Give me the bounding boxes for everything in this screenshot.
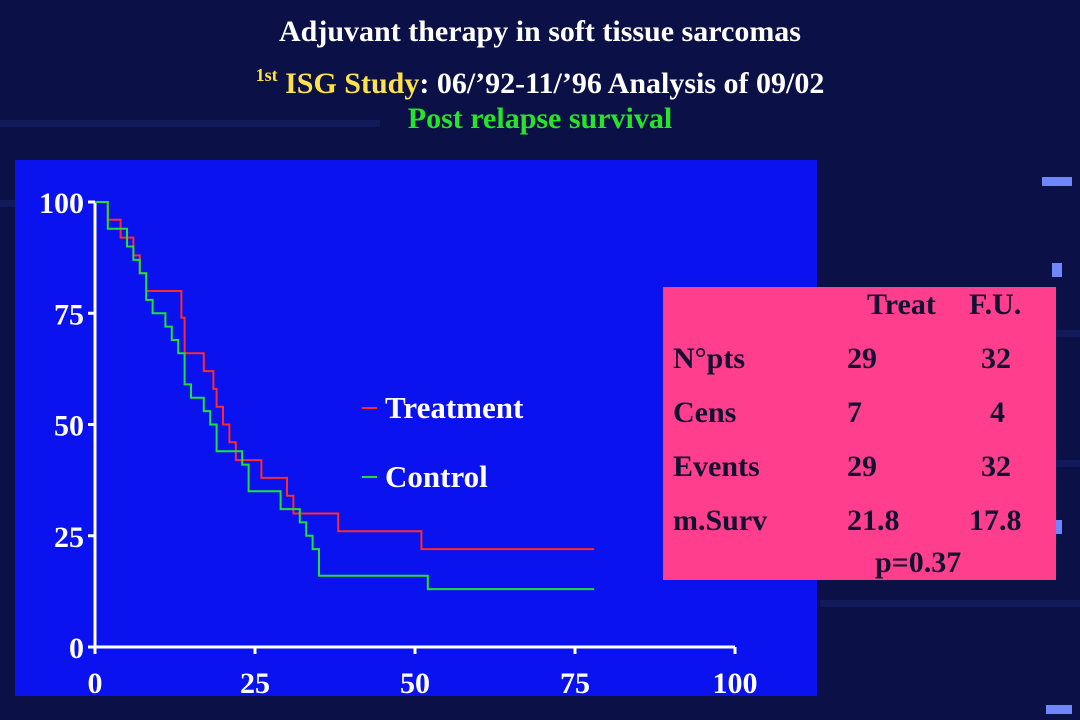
background-stripe: [820, 600, 1080, 607]
accent-bar: [1042, 177, 1072, 186]
legend-label-control: Control: [385, 459, 488, 494]
stats-box: Treat F.U. N°pts 29 32 Cens 7 4 Events 2…: [663, 287, 1056, 580]
stats-row-fu: 4: [990, 396, 1005, 429]
stats-row-treat: 29: [847, 342, 877, 375]
accent-bar: [1046, 705, 1072, 714]
stats-row-label: Events: [673, 450, 760, 483]
slide-subtitle: 1st ISG Study: 06/’92-11/’96 Analysis of…: [0, 55, 1080, 104]
stats-row-fu: 32: [981, 450, 1011, 483]
y-tick-label: 75: [54, 298, 84, 331]
series-line-control: [95, 201, 595, 591]
stats-row-treat: 21.8: [847, 504, 900, 537]
stats-row-treat: 7: [847, 396, 862, 429]
x-tick-label: 50: [400, 667, 430, 696]
x-tick-label: 100: [713, 667, 758, 696]
stats-row-treat: 29: [847, 450, 877, 483]
study-dates: : 06/’92-11/’96 Analysis of 09/02: [419, 67, 825, 100]
stats-header-treat: Treat: [867, 288, 936, 321]
x-tick-label: 75: [560, 667, 590, 696]
study-superscript: 1st: [255, 65, 278, 85]
legend-label-treatment: Treatment: [385, 390, 524, 425]
p-value: p=0.37: [875, 546, 962, 579]
y-tick-label: 100: [39, 187, 84, 220]
background-stripe: [0, 120, 380, 127]
slide-title: Adjuvant therapy in soft tissue sarcomas: [279, 15, 801, 48]
stats-row-label: Cens: [673, 396, 737, 429]
stats-header-fu: F.U.: [969, 288, 1022, 321]
study-name: ISG Study: [285, 67, 420, 100]
x-tick-label: 25: [240, 667, 270, 696]
survival-chart: 0 25 50 75 100 0 25 50 75 100 Treatment Control: [39, 187, 758, 696]
stats-row-fu: 17.8: [969, 504, 1022, 537]
accent-bar: [1052, 263, 1062, 277]
y-tick-label: 50: [54, 410, 84, 443]
x-tick-label: 0: [88, 667, 103, 696]
y-tick-label: 25: [54, 521, 84, 554]
accent-bar: [1052, 520, 1062, 534]
stats-row-label: m.Surv: [673, 504, 768, 537]
y-tick-label: 0: [69, 632, 84, 665]
stats-row-label: N°pts: [673, 342, 746, 375]
stats-row-fu: 32: [981, 342, 1011, 375]
chart-heading: Post relapse survival: [407, 102, 673, 135]
series-line-treatment: [95, 201, 595, 551]
